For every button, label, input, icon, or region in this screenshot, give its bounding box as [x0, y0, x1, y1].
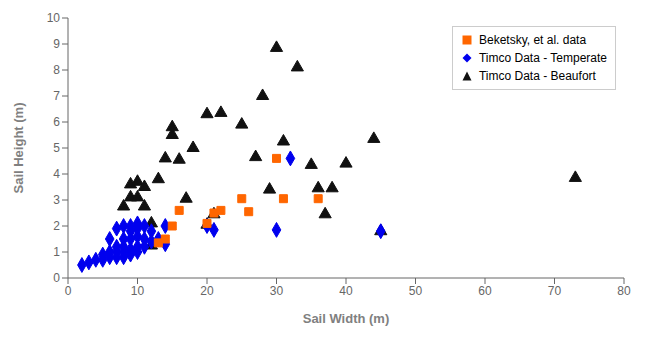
svg-text:40: 40 [339, 284, 353, 298]
svg-text:3: 3 [53, 193, 60, 207]
svg-text:30: 30 [270, 284, 284, 298]
svg-text:0: 0 [65, 284, 72, 298]
svg-text:9: 9 [53, 37, 60, 51]
svg-text:10: 10 [47, 11, 61, 25]
html-text:Timco Data - Temperate: Timco Data - Temperate [479, 51, 607, 65]
svg-text:70: 70 [548, 284, 562, 298]
svg-text:1: 1 [53, 245, 60, 259]
svg-text:5: 5 [53, 141, 60, 155]
svg-text:4: 4 [53, 167, 60, 181]
svg-text:10: 10 [131, 284, 145, 298]
svg-text:20: 20 [200, 284, 214, 298]
svg-text:6: 6 [53, 115, 60, 129]
html-text:Beketsky, et al. data: Beketsky, et al. data [479, 33, 587, 47]
svg-text:80: 80 [617, 284, 631, 298]
svg-text:2: 2 [53, 219, 60, 233]
svg-text:7: 7 [53, 89, 60, 103]
html-text:Timco Data - Beaufort: Timco Data - Beaufort [479, 69, 596, 83]
svg-text:0: 0 [53, 271, 60, 285]
svg-text:8: 8 [53, 63, 60, 77]
svg-text:50: 50 [409, 284, 423, 298]
svg-text:Sail Width (m): Sail Width (m) [303, 311, 390, 326]
svg-text:Sail Height (m): Sail Height (m) [11, 102, 26, 193]
svg-text:60: 60 [478, 284, 492, 298]
